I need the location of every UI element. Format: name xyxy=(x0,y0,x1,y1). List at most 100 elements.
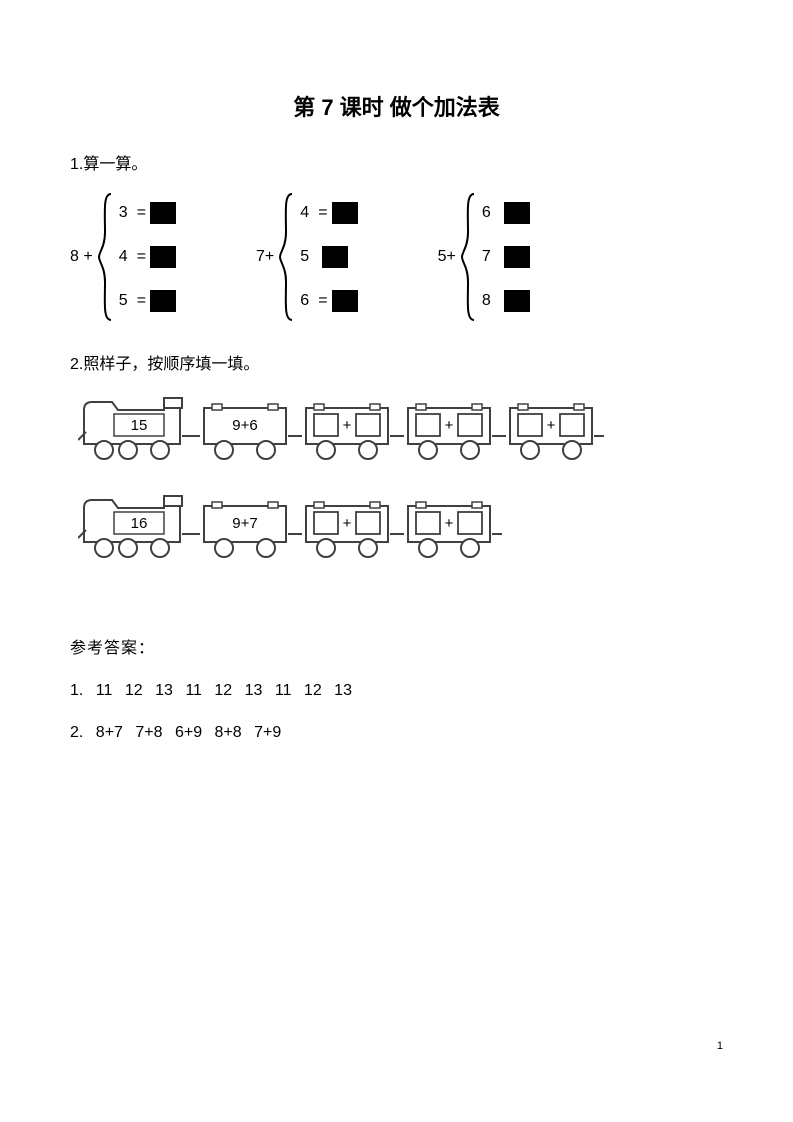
train-car: + xyxy=(510,404,592,459)
group-prefix: 7+ xyxy=(256,248,274,266)
addend: 7 xyxy=(482,248,498,266)
answer-line-1: 1. 11 12 13 11 12 13 11 12 13 xyxy=(70,682,723,700)
engine-value: 15 xyxy=(131,417,148,434)
car-expression: 9+6 xyxy=(232,417,257,434)
brace-group: 7+ 4 = 5 6 = xyxy=(256,192,358,322)
answer-blackbox xyxy=(504,202,530,224)
blank-box xyxy=(314,512,338,534)
addend: 6 xyxy=(300,292,316,310)
q1-area: 8 + 3 = 4 = 5 = 7+ 4 = 5 xyxy=(70,192,723,322)
blank-box xyxy=(416,414,440,436)
equation-row: 5 = xyxy=(119,290,176,312)
equals-sign: = xyxy=(318,292,327,310)
q1-label: 1.算一算。 xyxy=(70,150,723,174)
wheel-icon xyxy=(119,441,137,459)
addend: 6 xyxy=(482,204,498,222)
addend: 4 xyxy=(119,248,135,266)
train-car: + xyxy=(408,502,490,557)
brace-group: 8 + 3 = 4 = 5 = xyxy=(70,192,176,322)
plus-sign: + xyxy=(445,417,454,434)
group-prefix: 8 + xyxy=(70,248,93,266)
wheel-icon xyxy=(419,441,437,459)
answer-blackbox xyxy=(150,246,176,268)
plus-sign: + xyxy=(445,515,454,532)
brace-icon xyxy=(97,192,115,322)
equation-row: 7 xyxy=(482,246,530,268)
equation-row: 4 = xyxy=(300,202,357,224)
answer-blackbox xyxy=(322,246,348,268)
wheel-icon xyxy=(563,441,581,459)
answers-heading: 参考答案： xyxy=(70,634,723,658)
equation-row: 8 xyxy=(482,290,530,312)
plus-sign: + xyxy=(343,417,352,434)
answer-line-2: 2. 8+7 7+8 6+9 8+8 7+9 xyxy=(70,724,723,742)
equals-sign: = xyxy=(318,204,327,222)
equation-row: 3 = xyxy=(119,202,176,224)
train-car: + xyxy=(306,404,388,459)
wheel-icon xyxy=(317,539,335,557)
train-svg: 15 9+6 + xyxy=(78,392,604,466)
equals-sign: = xyxy=(137,248,146,266)
wheel-icon xyxy=(359,539,377,557)
wheel-icon xyxy=(521,441,539,459)
wheel-icon xyxy=(461,441,479,459)
train-car: 9+7 xyxy=(204,502,286,557)
wheel-icon xyxy=(215,539,233,557)
wheel-icon xyxy=(215,441,233,459)
brace-icon xyxy=(278,192,296,322)
wheel-icon xyxy=(151,441,169,459)
equation-row: 6 xyxy=(482,202,530,224)
train-row: 16 9+7 + xyxy=(78,490,723,564)
wheel-icon xyxy=(359,441,377,459)
blank-box xyxy=(458,414,482,436)
addend: 8 xyxy=(482,292,498,310)
engine-value: 16 xyxy=(131,515,148,532)
train-svg: 16 9+7 + xyxy=(78,490,502,564)
train-car: + xyxy=(306,502,388,557)
train-engine: 15 xyxy=(78,398,182,459)
answer-blackbox xyxy=(150,202,176,224)
brace-icon xyxy=(460,192,478,322)
blank-box xyxy=(356,512,380,534)
train-car: + xyxy=(408,404,490,459)
addend: 3 xyxy=(119,204,135,222)
answers-section: 参考答案： 1. 11 12 13 11 12 13 11 12 13 2. 8… xyxy=(70,634,723,742)
answer-blackbox xyxy=(150,290,176,312)
equals-sign: = xyxy=(137,292,146,310)
wheel-icon xyxy=(461,539,479,557)
blank-box xyxy=(560,414,584,436)
train-car: 9+6 xyxy=(204,404,286,459)
plus-sign: + xyxy=(343,515,352,532)
q2-label: 2.照样子，按顺序填一填。 xyxy=(70,350,723,374)
q2-trains: 15 9+6 + xyxy=(70,392,723,564)
equals-sign: = xyxy=(137,204,146,222)
wheel-icon xyxy=(95,441,113,459)
wheel-icon xyxy=(419,539,437,557)
wheel-icon xyxy=(119,539,137,557)
page-number: 1 xyxy=(717,1040,723,1052)
answer-blackbox xyxy=(332,202,358,224)
wheel-icon xyxy=(257,441,275,459)
page-title: 第 7 课时 做个加法表 xyxy=(70,90,723,122)
answer-blackbox xyxy=(504,290,530,312)
addend: 5 xyxy=(300,248,316,266)
equation-row: 5 xyxy=(300,246,357,268)
group-prefix: 5+ xyxy=(438,248,456,266)
car-expression: 9+7 xyxy=(232,515,257,532)
addend: 4 xyxy=(300,204,316,222)
blank-box xyxy=(518,414,542,436)
addend: 5 xyxy=(119,292,135,310)
wheel-icon xyxy=(317,441,335,459)
wheel-icon xyxy=(151,539,169,557)
blank-box xyxy=(416,512,440,534)
answer-blackbox xyxy=(332,290,358,312)
train-engine: 16 xyxy=(78,496,182,557)
blank-box xyxy=(356,414,380,436)
train-row: 15 9+6 + xyxy=(78,392,723,466)
equation-row: 6 = xyxy=(300,290,357,312)
wheel-icon xyxy=(95,539,113,557)
equation-rows: 3 = 4 = 5 = xyxy=(119,202,176,312)
answer-blackbox xyxy=(504,246,530,268)
equation-rows: 6 7 8 xyxy=(482,202,530,312)
wheel-icon xyxy=(257,539,275,557)
